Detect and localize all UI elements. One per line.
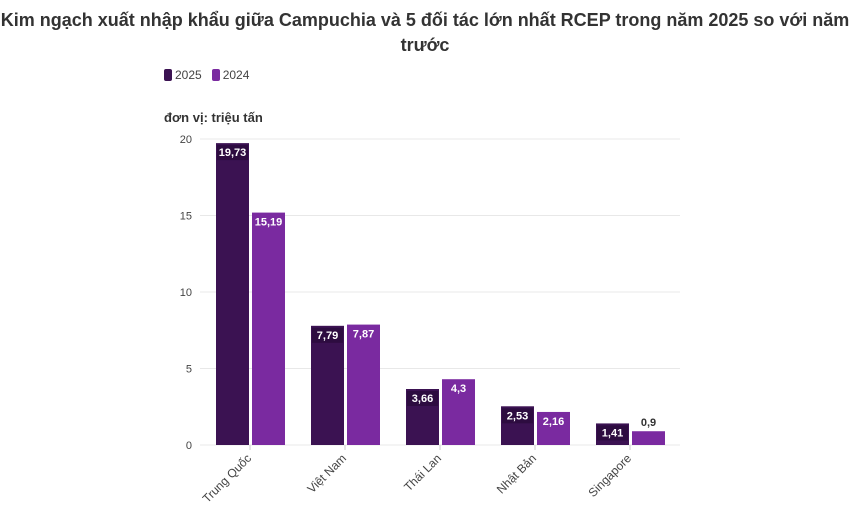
data-label: 7,79 [317,330,338,342]
bar-2024 [252,212,285,445]
legend-swatch-2024 [211,69,220,81]
data-label-bg [597,425,628,441]
legend-swatch-2025 [164,69,172,81]
legend-item-2025[interactable]: 2025 [164,68,202,82]
legend: 2025 2024 [164,68,249,82]
bar-2024 [347,324,380,445]
data-label: 7,87 [353,329,374,341]
data-label-bg [253,214,284,230]
y-tick-label: 5 [186,364,192,376]
y-tick-label: 20 [180,134,192,146]
y-tick-label: 0 [186,440,192,452]
bar-2025 [311,325,344,445]
data-label: 19,73 [219,147,247,159]
data-label-bg [348,326,379,342]
legend-label-2025: 2025 [175,68,202,82]
bar-2025 [216,143,249,446]
data-label-bg [407,391,438,407]
data-label-bg [538,413,569,429]
y-axis-unit-label: đơn vị: triệu tấn [164,110,263,125]
legend-item-2024[interactable]: 2024 [211,68,250,82]
y-tick-label: 15 [180,211,192,223]
data-label-bg [312,327,343,343]
data-label: 2,53 [507,410,528,422]
chart-title: Kim ngạch xuất nhập khẩu giữa Campuchia … [0,10,850,55]
x-tick-label: Nhật Bản [494,451,539,496]
x-tick-label: Việt Nam [304,451,349,496]
bar-2024 [632,431,665,445]
data-label: 0,9 [641,417,656,429]
x-tick-label: Thái Lan [401,451,444,494]
data-label: 3,66 [412,393,433,405]
data-label-bg [502,408,533,424]
y-tick-label: 10 [180,287,192,299]
legend-label-2024: 2024 [222,68,250,82]
data-label: 4,3 [451,383,466,395]
data-label-bg [443,381,474,397]
data-label: 15,19 [255,217,283,229]
data-label-bg [217,145,248,161]
data-label: 1,41 [602,427,623,439]
data-label: 2,16 [543,416,564,428]
x-tick-label: Trung Quốc [200,451,254,505]
x-tick-label: Singapore [586,451,635,500]
